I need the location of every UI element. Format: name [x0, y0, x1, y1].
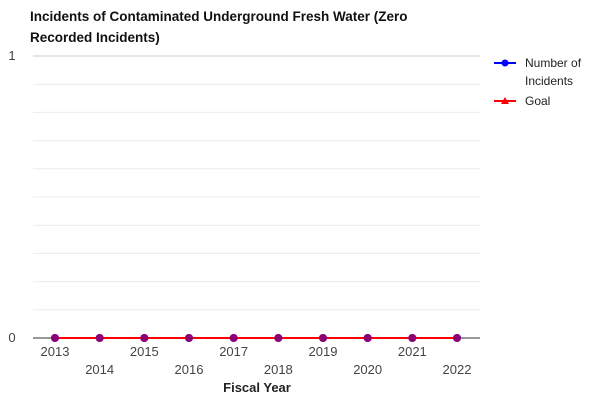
data-point — [408, 334, 417, 342]
data-point — [51, 334, 59, 342]
legend-marker — [501, 97, 509, 104]
data-point — [140, 334, 149, 342]
data-point — [319, 334, 327, 342]
chart-title-line-2: Recorded Incidents) — [30, 30, 160, 45]
data-point — [274, 334, 283, 342]
legend-item: Number of Incidents — [494, 56, 582, 88]
gridlines — [33, 55, 480, 339]
chart-title-line-1: Incidents of Contaminated Underground Fr… — [30, 9, 408, 24]
series-layer — [51, 334, 461, 342]
x-tick-label: 2013 — [41, 344, 70, 359]
y-tick-label: 0 — [8, 330, 15, 345]
x-tick-label: 2021 — [398, 344, 427, 359]
x-tick-label: 2016 — [175, 362, 204, 377]
legend-label: Incidents — [525, 74, 573, 88]
x-tick-label: 2019 — [309, 344, 338, 359]
x-axis-label: Fiscal Year — [223, 380, 291, 395]
data-point — [363, 334, 372, 342]
legend-marker — [501, 59, 509, 67]
x-tick-label: 2020 — [353, 362, 382, 377]
legend-item: Goal — [494, 94, 550, 108]
y-axis-ticks: 01 — [8, 48, 15, 345]
y-tick-label: 1 — [8, 48, 15, 63]
x-tick-label: 2015 — [130, 344, 159, 359]
data-point — [185, 334, 193, 342]
legend: Number of Incidents Goal — [494, 56, 582, 108]
data-point — [453, 334, 461, 342]
x-axis-ticks: 2013 2014 2015 2016 2017 2018 2019 2020 2021 2022 — [41, 344, 472, 377]
chart-title: Incidents of Contaminated Underground Fr… — [30, 9, 408, 45]
data-point — [229, 334, 238, 342]
x-tick-label: 2017 — [219, 344, 248, 359]
x-tick-label: 2022 — [443, 362, 472, 377]
legend-label: Goal — [525, 94, 550, 108]
x-tick-label: 2014 — [85, 362, 114, 377]
x-tick-label: 2018 — [264, 362, 293, 377]
data-point — [95, 334, 104, 342]
legend-label: Number of — [525, 56, 582, 70]
